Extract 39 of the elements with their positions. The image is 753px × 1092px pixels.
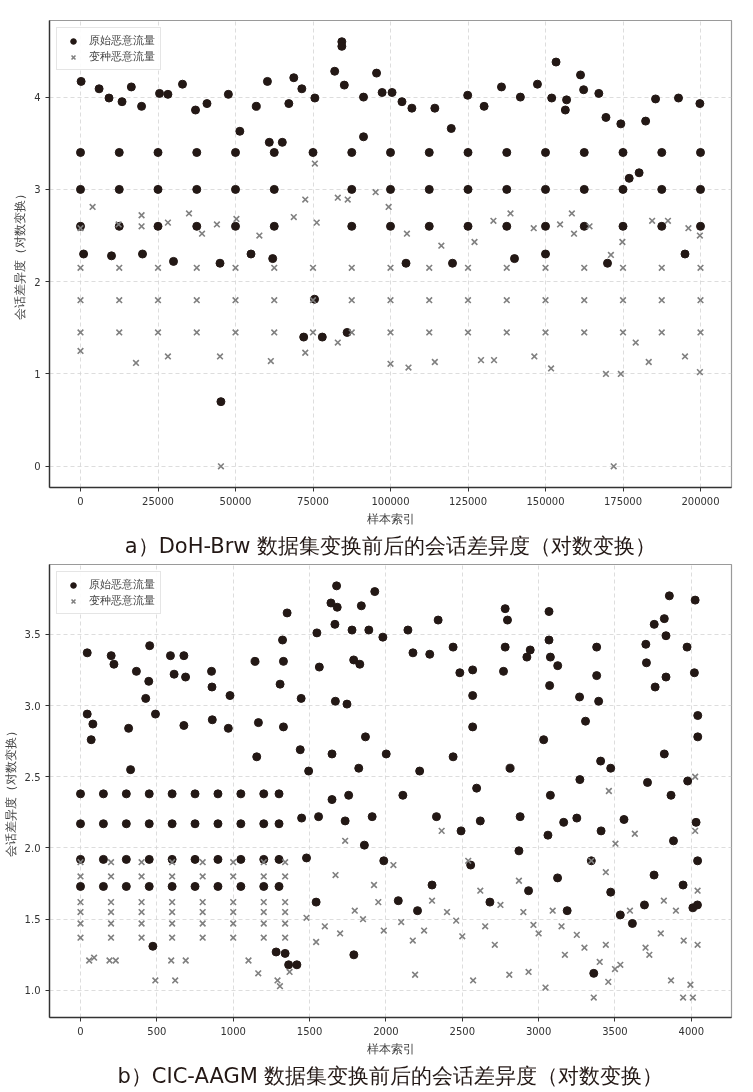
x-tick-label: 150000 (526, 495, 565, 507)
x-tick-label: 75000 (297, 495, 329, 507)
y-tick-label: 2.0 (24, 842, 41, 854)
y-axis-title: 会话差异度（对数变换） (3, 725, 18, 857)
x-tick-label: 1000 (220, 1025, 246, 1037)
x-tick-label: 200000 (681, 495, 720, 507)
x-tick-label: 4000 (678, 1025, 705, 1037)
x-tick-label: 175000 (603, 495, 643, 507)
x-axis-title: 样本索引 (366, 1041, 415, 1056)
x-tick-label: 125000 (448, 495, 488, 507)
x-tick-label: 3000 (525, 1025, 552, 1037)
x-tick-label: 0 (77, 1025, 84, 1037)
x-tick-label: 500 (147, 1025, 167, 1037)
x-tick-label: 2500 (449, 1025, 475, 1037)
x-tick-label: 3500 (602, 1025, 628, 1037)
y-tick-label: 2.5 (24, 771, 41, 783)
x-tick-label: 100000 (371, 495, 410, 507)
legend-label: 变种恶意流量 (89, 593, 155, 608)
y-tick-label: 4 (34, 92, 41, 104)
y-tick-label: 1.0 (24, 985, 41, 997)
x-tick-label: 50000 (219, 495, 252, 507)
text: b）CIC-AAGM 数据集变换前后的会话差异度（对数变换） (117, 1063, 664, 1088)
y-axis-title: 会话差异度（对数变换） (13, 188, 28, 320)
y-tick-label: 1.5 (24, 914, 41, 926)
legend-label: 原始恶意流量 (89, 577, 155, 592)
y-tick-label: 2 (34, 276, 41, 288)
legend-label: 变种恶意流量 (89, 49, 155, 64)
y-tick-label: 3.5 (24, 629, 41, 641)
legend-label: 原始恶意流量 (89, 33, 155, 48)
x-tick-label: 25000 (142, 495, 174, 507)
y-tick-label: 3.0 (24, 700, 41, 712)
x-axis-title: 样本索引 (366, 511, 415, 526)
text: a）DoH-Brw 数据集变换前后的会话差异度（对数变换） (124, 533, 657, 558)
x-tick-label: 2000 (373, 1025, 399, 1037)
y-tick-label: 3 (34, 184, 41, 196)
x-tick-label: 0 (77, 495, 84, 507)
y-tick-label: 0 (34, 461, 41, 473)
x-tick-label: 1500 (296, 1025, 323, 1037)
y-tick-label: 1 (34, 368, 41, 380)
